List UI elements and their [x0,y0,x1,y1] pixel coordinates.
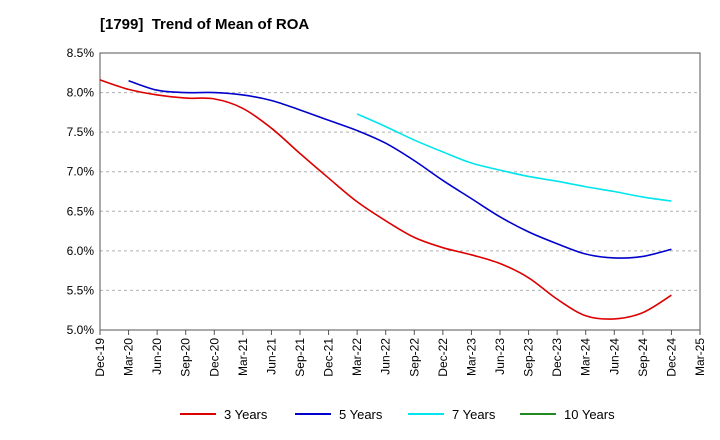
x-tick-label: Sep-20 [179,338,193,377]
series-line-3-years [99,79,672,320]
x-tick-label: Jun-24 [607,338,621,375]
x-tick-label: Dec-22 [436,338,450,377]
legend-label: 3 Years [224,407,268,422]
x-tick-label: Mar-25 [693,338,707,376]
x-tick-label: Jun-21 [264,338,278,375]
y-tick-label: 5.0% [67,323,95,337]
legend-label: 10 Years [564,407,615,422]
x-tick-label: Mar-20 [122,338,136,376]
x-tick-label: Dec-20 [207,338,221,377]
y-tick-label: 7.5% [67,125,95,139]
series-line-7-years [356,113,672,202]
legend-label: 7 Years [452,407,496,422]
x-tick-label: Sep-22 [407,338,421,377]
y-tick-label: 8.0% [67,86,95,100]
x-tick-label: Dec-24 [664,338,678,377]
x-tick-label: Sep-21 [293,338,307,377]
x-tick-label: Mar-21 [236,338,250,376]
y-tick-label: 6.5% [67,204,95,218]
x-tick-label: Sep-24 [636,338,650,377]
x-tick-label: Dec-21 [322,338,336,377]
series-line-5-years [128,79,672,259]
legend-label: 5 Years [339,407,383,422]
x-tick-label: Dec-23 [550,338,564,377]
y-tick-label: 5.5% [67,283,95,297]
x-tick-label: Dec-19 [93,338,107,377]
y-tick-label: 6.0% [67,244,95,258]
x-tick-label: Jun-23 [493,338,507,375]
x-tick-label: Mar-23 [464,338,478,376]
x-tick-label: Jun-22 [379,338,393,375]
x-tick-label: Mar-24 [579,338,593,376]
chart-title: [1799] Trend of Mean of ROA [100,16,310,33]
plot-frame [99,52,701,331]
x-tick-label: Mar-22 [350,338,364,376]
y-tick-label: 8.5% [67,46,95,60]
x-tick-label: Jun-20 [150,338,164,375]
x-tick-label: Sep-23 [522,338,536,377]
y-tick-label: 7.0% [67,165,95,179]
